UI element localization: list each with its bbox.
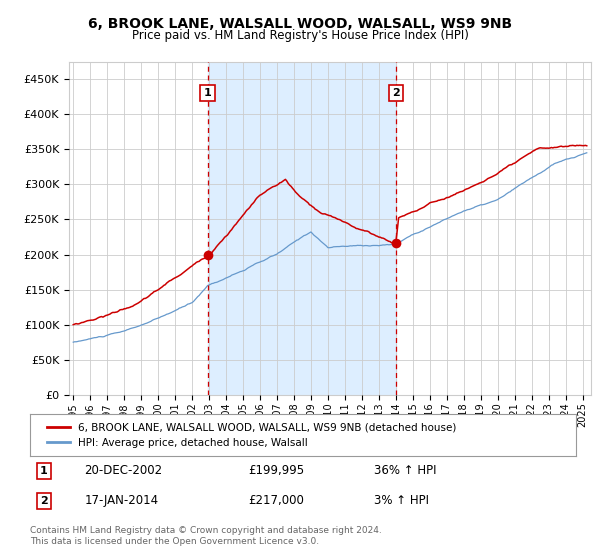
Text: 36% ↑ HPI: 36% ↑ HPI — [374, 464, 436, 478]
Text: 3% ↑ HPI: 3% ↑ HPI — [374, 494, 429, 507]
Text: 20-DEC-2002: 20-DEC-2002 — [85, 464, 163, 478]
Text: 2: 2 — [40, 496, 47, 506]
Text: 1: 1 — [204, 88, 212, 98]
Text: 2: 2 — [392, 88, 400, 98]
Text: £217,000: £217,000 — [248, 494, 304, 507]
Bar — [208, 62, 396, 395]
Text: £199,995: £199,995 — [248, 464, 305, 478]
Text: Price paid vs. HM Land Registry's House Price Index (HPI): Price paid vs. HM Land Registry's House … — [131, 29, 469, 42]
Text: 1: 1 — [40, 466, 47, 476]
Text: 6, BROOK LANE, WALSALL WOOD, WALSALL, WS9 9NB: 6, BROOK LANE, WALSALL WOOD, WALSALL, WS… — [88, 17, 512, 31]
Legend: 6, BROOK LANE, WALSALL WOOD, WALSALL, WS9 9NB (detached house), HPI: Average pri: 6, BROOK LANE, WALSALL WOOD, WALSALL, WS… — [41, 417, 463, 454]
Text: Contains HM Land Registry data © Crown copyright and database right 2024.
This d: Contains HM Land Registry data © Crown c… — [30, 526, 382, 546]
Text: 17-JAN-2014: 17-JAN-2014 — [85, 494, 159, 507]
